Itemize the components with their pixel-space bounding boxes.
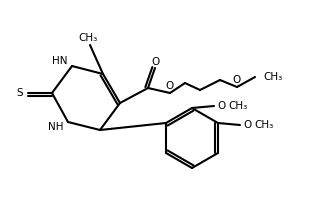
Text: CH₃: CH₃ xyxy=(78,33,98,43)
Text: O: O xyxy=(233,75,241,85)
Text: S: S xyxy=(17,88,23,98)
Text: HN: HN xyxy=(52,56,67,66)
Text: NH: NH xyxy=(48,122,63,132)
Text: CH₃: CH₃ xyxy=(263,72,282,82)
Text: CH₃: CH₃ xyxy=(254,120,273,130)
Text: O: O xyxy=(243,120,251,130)
Text: O: O xyxy=(166,81,174,91)
Text: CH₃: CH₃ xyxy=(228,101,247,111)
Text: O: O xyxy=(152,57,160,67)
Text: O: O xyxy=(217,101,225,111)
